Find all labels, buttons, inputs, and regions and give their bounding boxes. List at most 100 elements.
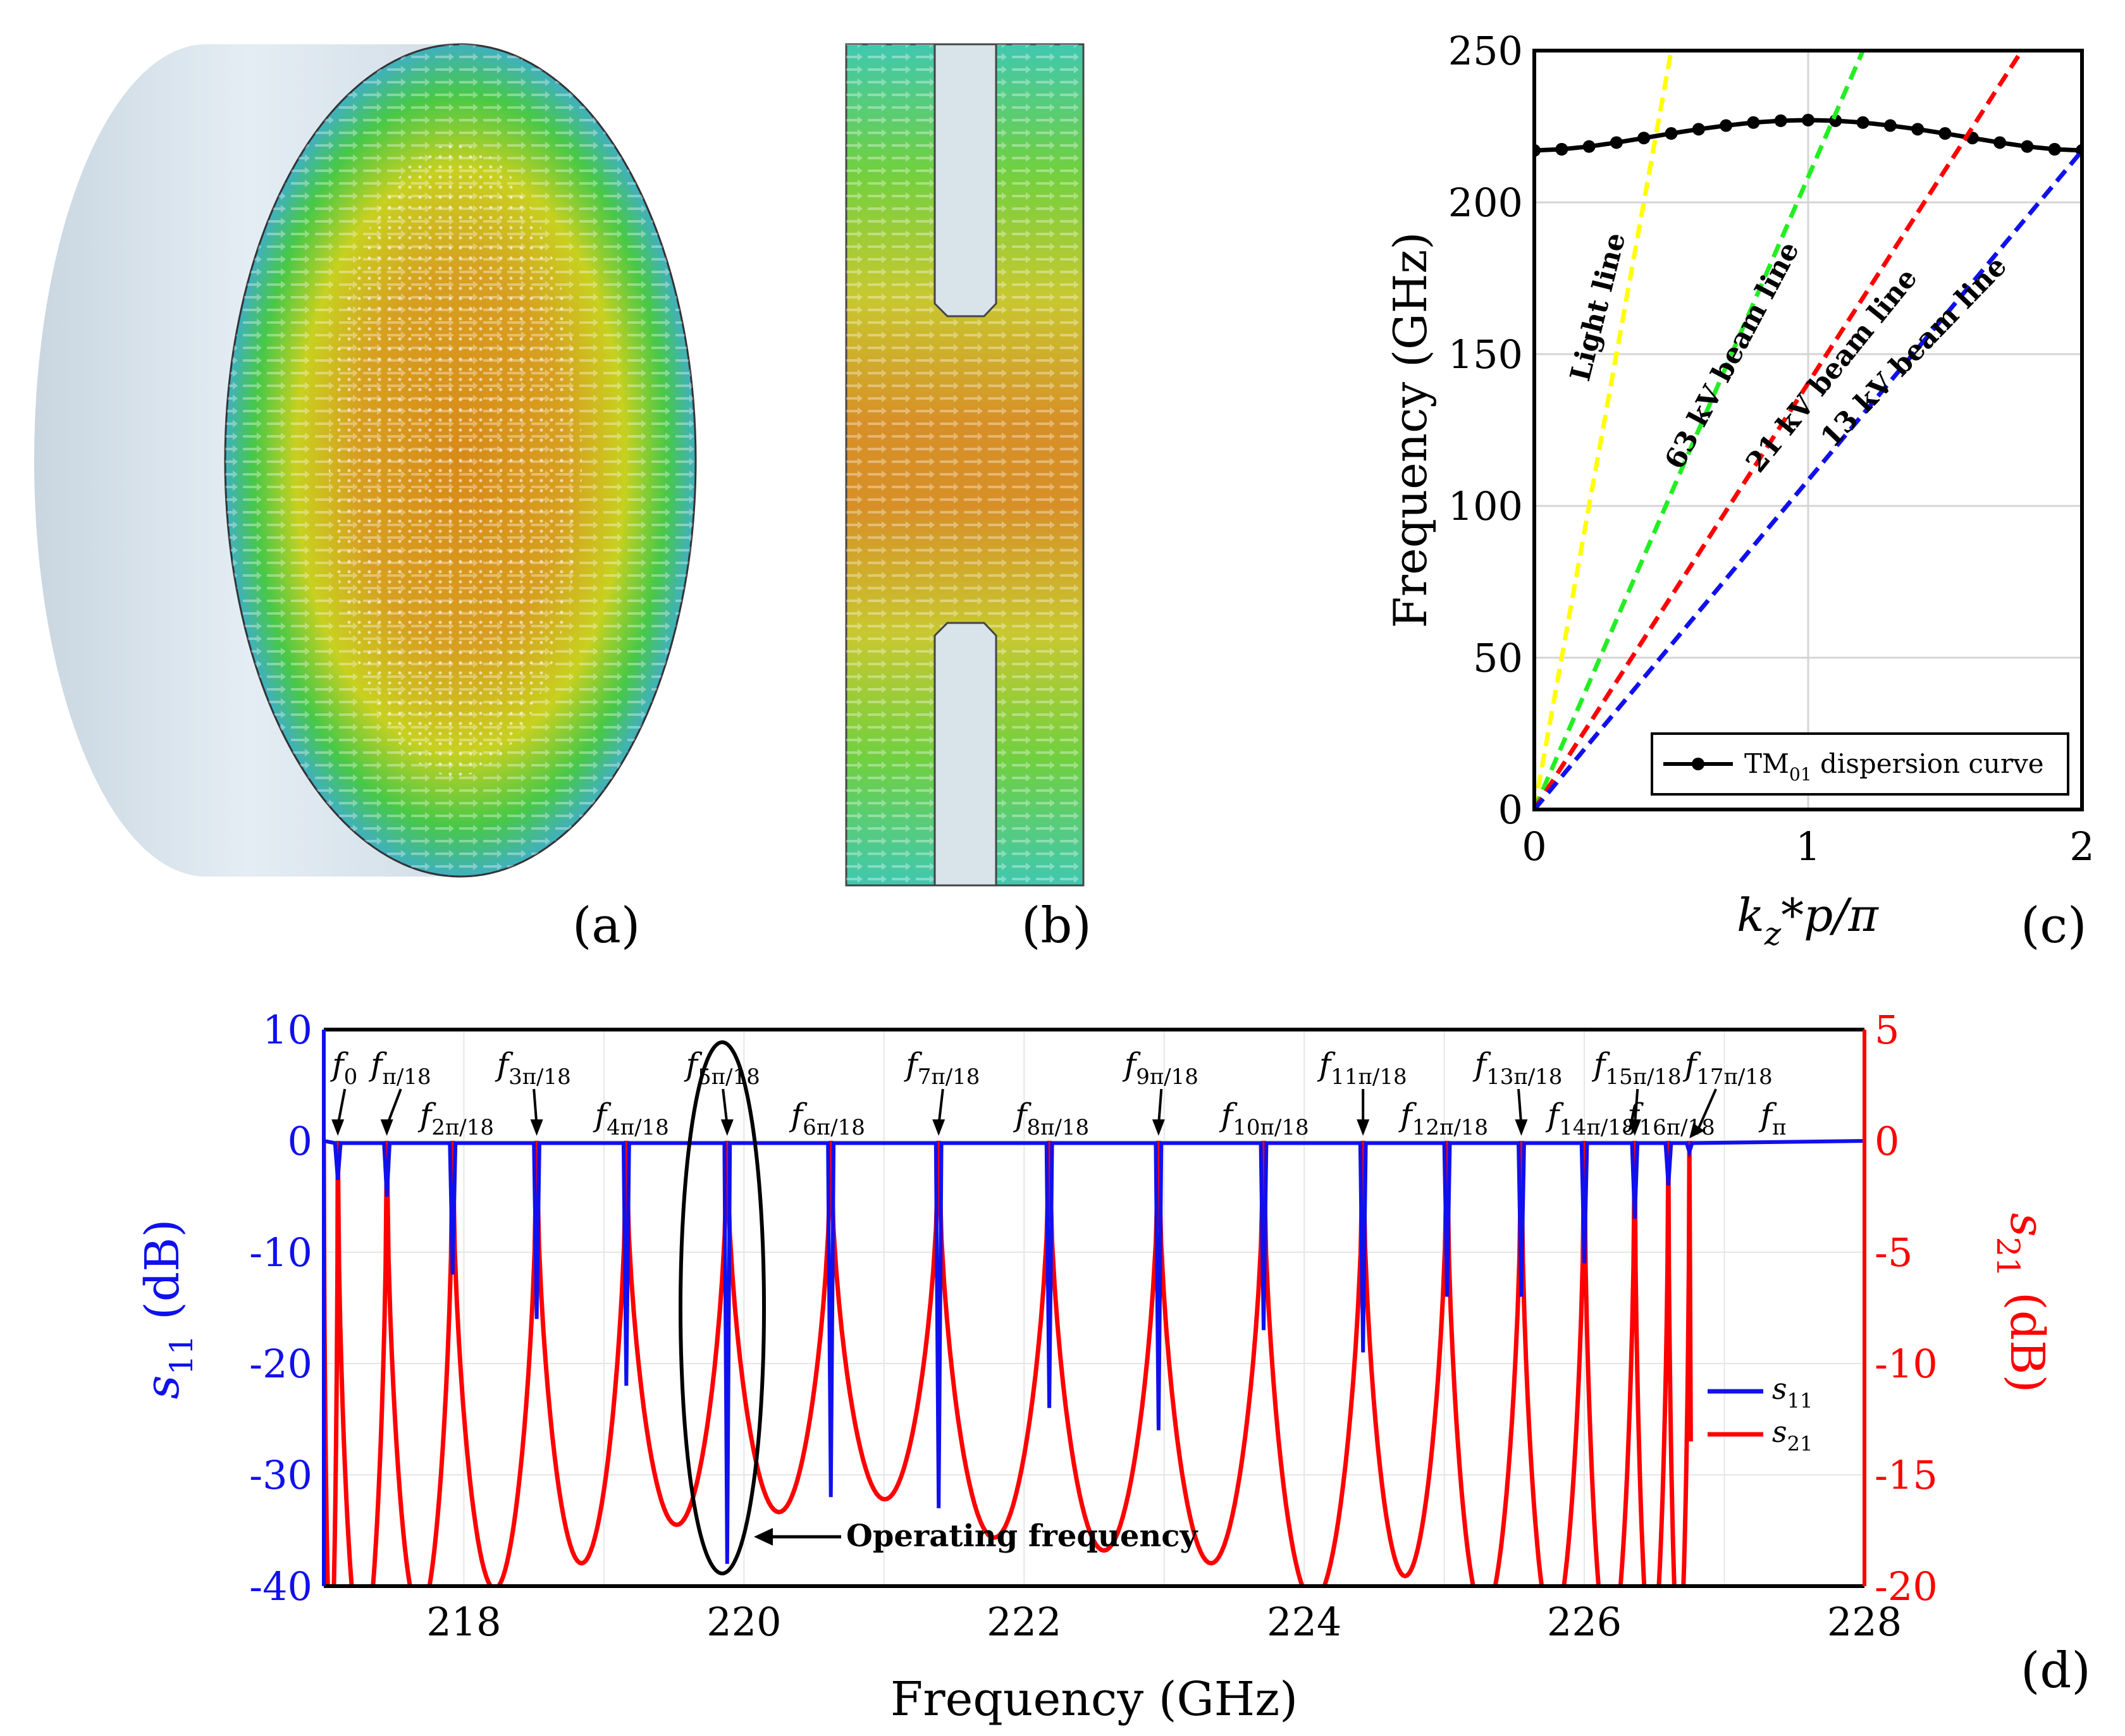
d-legend-s21-label: s21 (1772, 1415, 1813, 1456)
operating-arrow-head (754, 1528, 773, 1546)
field-dots (329, 144, 582, 777)
c-data-point (1883, 119, 1897, 132)
mode-label: f5π/18 (684, 1046, 760, 1090)
c-data-point (2048, 143, 2061, 156)
d-ytick-left-label: 0 (288, 1118, 312, 1164)
d-ytick-right-label: -15 (1875, 1452, 1938, 1498)
d-legend: s11 s21 (1708, 1372, 1813, 1456)
c-gridlines (1533, 49, 2083, 811)
c-data-point (1582, 140, 1596, 153)
d-series (324, 1139, 1864, 1586)
panel-b-cross-section (845, 43, 1085, 887)
mode-arrow (1696, 1088, 1718, 1133)
mode-label: f7π/18 (903, 1046, 980, 1090)
d-ytick-left-label: -20 (249, 1341, 312, 1387)
c-series (1534, 51, 2082, 810)
c-data-point (1665, 127, 1678, 140)
c-ytick-label: 150 (1448, 331, 1523, 378)
mode-label: f11π/18 (1317, 1046, 1407, 1090)
c-data-point (1747, 116, 1760, 129)
operating-frequency-ellipse (679, 1040, 766, 1575)
mode-arrow-head (1689, 1123, 1705, 1138)
d-xtick-label: 224 (1267, 1599, 1341, 1645)
c-data-point (1720, 119, 1733, 132)
c-data-point (1856, 116, 1869, 129)
mode-label: fπ/18 (368, 1046, 431, 1090)
c-ytick-label: 0 (1498, 787, 1523, 833)
mode-arrow-head (530, 1119, 543, 1136)
c-series-line-1 (1534, 51, 1673, 810)
c-ylabel: Frequency (GHz) (1384, 232, 1437, 629)
d-ytick-left-label: -30 (249, 1452, 312, 1498)
c-axes-frame (1532, 49, 2084, 811)
mode-label: f6π/18 (789, 1097, 865, 1140)
mode-label: f8π/18 (1013, 1097, 1089, 1140)
mode-arrow-head (932, 1119, 945, 1136)
d-ytick-left-label: -10 (249, 1229, 312, 1276)
c-ytick-label: 100 (1448, 483, 1523, 529)
c-legend-marker (1692, 758, 1704, 770)
c-series-line-2 (1534, 51, 1865, 810)
beam-tunnel-bottom (933, 622, 997, 887)
c-data-point (1938, 127, 1952, 140)
c-legend: TM01 dispersion curve (1651, 732, 2069, 796)
d-ytick-right-label: 5 (1875, 1007, 1899, 1053)
chart-d-sparameters: 10 0 -10 -20 -30 -40 5 0 -5 -10 -15 -20 218 220 222 224… (135, 1007, 2054, 1727)
c-xlabel: kz*p/π (1737, 889, 1879, 952)
mode-arrow-head (720, 1119, 734, 1136)
c-xtick-label: 1 (1795, 823, 1820, 870)
panel-label-c: (c) (2021, 897, 2087, 954)
d-ytick-right-label: -5 (1875, 1229, 1912, 1276)
c-ytick-label: 50 (1473, 635, 1523, 681)
d-ytick-left-label: 10 (262, 1007, 312, 1053)
d-tick-labels: 10 0 -10 -20 -30 -40 5 0 -5 -10 -15 -20 218 220 222 224… (249, 1007, 1938, 1645)
mode-arrow-head (1515, 1119, 1528, 1136)
d-xtick-label: 226 (1547, 1599, 1622, 1645)
panel-label-a: (a) (572, 897, 640, 954)
d-ytick-right-label: 0 (1875, 1118, 1899, 1164)
d-xtick-label: 220 (706, 1599, 781, 1645)
mode-label: f16π/18 (1625, 1097, 1715, 1140)
mode-label: f0 (330, 1046, 357, 1090)
mode-label: f15π/18 (1591, 1046, 1682, 1090)
c-legend-label: TM01 dispersion curve (1744, 748, 2044, 785)
c-data-point (1911, 123, 1925, 136)
mode-label: f12π/18 (1398, 1097, 1488, 1140)
beam-tunnel-top (933, 43, 997, 317)
c-xtick-label: 0 (1522, 823, 1546, 870)
d-ytick-right-label: -10 (1875, 1341, 1938, 1387)
d-ylabel-right: s21 (dB) (1990, 1213, 2054, 1393)
c-ytick-label: 200 (1448, 180, 1523, 226)
c-data-point (1692, 123, 1705, 136)
s11-curve (324, 1139, 1864, 1564)
mode-label: f9π/18 (1122, 1046, 1198, 1090)
operating-frequency-label: Operating frequency (846, 1518, 1198, 1554)
c-xtick-label: 2 (2069, 823, 2094, 870)
c-data-point (1802, 113, 1814, 126)
panel-label-b: (b) (1021, 897, 1092, 954)
d-legend-s11-label: s11 (1772, 1372, 1813, 1413)
c-data-point (1610, 136, 1623, 149)
panel-a-cavity (34, 43, 697, 878)
mode-label: f14π/18 (1545, 1097, 1635, 1140)
c-data-point (1555, 143, 1568, 156)
c-data-point (1993, 136, 2007, 149)
d-ylabel-left: s11 (dB) (135, 1219, 200, 1400)
mode-arrow-head (1152, 1119, 1165, 1136)
mode-arrow-head (331, 1119, 345, 1136)
d-ytick-right-label: -20 (1875, 1563, 1938, 1610)
d-ytick-left-label: -40 (249, 1563, 312, 1610)
d-xtick-label: 222 (987, 1599, 1061, 1645)
mode-label: fπ (1758, 1097, 1787, 1140)
d-xtick-label: 218 (426, 1599, 501, 1645)
c-data-point (1774, 114, 1787, 127)
mode-label: f17π/18 (1682, 1046, 1773, 1090)
c-data-point (2021, 140, 2034, 153)
mode-label: f3π/18 (495, 1046, 571, 1090)
mode-arrow-head (1357, 1119, 1370, 1136)
mode-label: f10π/18 (1219, 1097, 1309, 1140)
c-ytick-label: 250 (1448, 28, 1523, 74)
mode-arrow-head (380, 1119, 393, 1136)
